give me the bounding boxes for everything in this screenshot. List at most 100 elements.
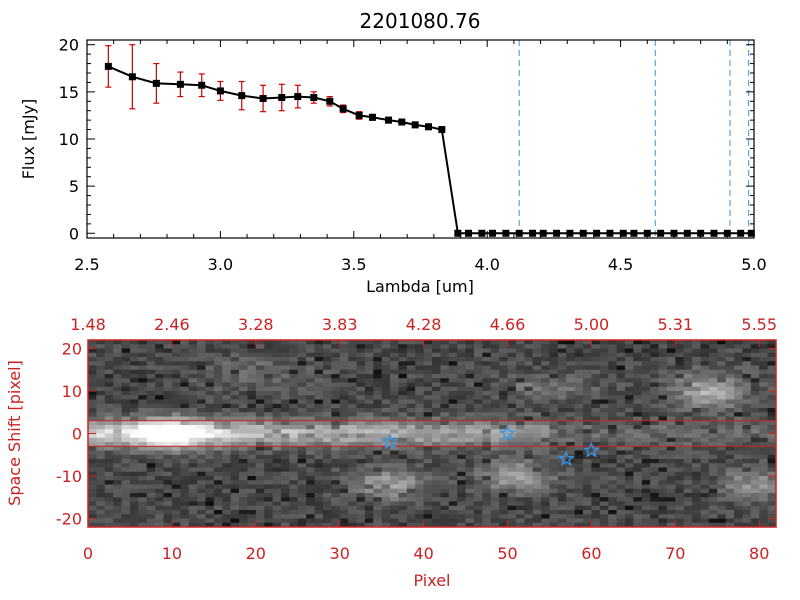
heatmap-cell: [314, 391, 324, 396]
heatmap-cell: [398, 433, 408, 439]
heatmap-cell: [306, 467, 316, 473]
heatmap-cell: [415, 429, 425, 434]
heatmap-cell: [700, 391, 710, 396]
heatmap-cell: [163, 348, 173, 354]
heatmap-cell: [121, 459, 131, 464]
heatmap-cell: [490, 505, 500, 511]
heatmap-cell: [440, 518, 450, 524]
heatmap-cell: [692, 365, 701, 371]
heatmap-cell: [197, 391, 206, 396]
heatmap-cell: [742, 340, 752, 345]
heatmap-cell: [121, 382, 131, 388]
heatmap-cell: [96, 425, 106, 430]
heatmap-cell: [767, 518, 777, 524]
heatmap-cell: [356, 348, 366, 354]
heatmap-cell: [146, 433, 156, 439]
heatmap-cell: [641, 459, 651, 464]
heatmap-cell: [683, 365, 693, 371]
heatmap-cell: [255, 488, 265, 494]
heatmap-cell: [180, 382, 190, 388]
heatmap-cell: [415, 454, 425, 460]
heatmap-cell: [448, 510, 458, 515]
heatmap-cell: [390, 450, 399, 456]
heatmap-cell: [104, 442, 114, 447]
heatmap-cell: [767, 480, 777, 485]
heatmap-cell: [163, 429, 173, 434]
heatmap-cell: [213, 467, 223, 473]
heatmap-cell: [734, 437, 743, 443]
heatmap-cell: [205, 352, 215, 358]
heatmap-cell: [759, 442, 769, 447]
heatmap-cell: [205, 378, 215, 383]
heatmap-cell: [641, 454, 651, 460]
heatmap-cell: [482, 395, 492, 400]
heatmap-cell: [381, 476, 391, 481]
heatmap-cell: [490, 420, 500, 426]
heatmap-cell: [230, 357, 240, 362]
heatmap-cell: [448, 433, 458, 439]
heatmap-cell: [297, 480, 307, 485]
heatmap-cell: [222, 340, 232, 345]
heatmap-cell: [264, 416, 274, 422]
heatmap-cell: [297, 467, 307, 473]
heatmap-cell: [750, 505, 760, 511]
heatmap-cell: [331, 369, 341, 375]
heatmap-cell: [557, 471, 567, 477]
heatmap-cell: [138, 357, 148, 362]
heatmap-cell: [213, 505, 223, 511]
heatmap-cell: [448, 344, 458, 349]
heatmap-cell: [96, 382, 106, 388]
heatmap-cell: [272, 344, 282, 349]
heatmap-cell: [381, 446, 391, 451]
heatmap-cell: [180, 476, 190, 481]
heatmap-cell: [364, 340, 374, 345]
heatmap-cell: [289, 352, 299, 358]
heatmap-cell: [222, 505, 232, 511]
heatmap-cell: [742, 459, 752, 464]
heatmap-cell: [230, 454, 240, 460]
heatmap-cell: [759, 420, 769, 426]
heatmap-cell: [188, 348, 198, 354]
heatmap-cell: [280, 416, 290, 422]
heatmap-cell: [121, 484, 131, 490]
heatmap-cell: [255, 467, 265, 473]
heatmap-cell: [574, 386, 584, 392]
heatmap-cell: [566, 480, 576, 485]
heatmap-cell: [541, 357, 550, 362]
heatmap-cell: [608, 420, 618, 426]
heatmap-cell: [692, 433, 701, 439]
heatmap-cell: [255, 505, 265, 511]
heatmap-cell: [423, 352, 433, 358]
heatmap-cell: [356, 344, 366, 349]
heatmap-cell: [465, 420, 475, 426]
heatmap-cell: [633, 471, 643, 477]
heatmap-cell: [658, 365, 668, 371]
heatmap-cell: [574, 463, 584, 468]
heatmap-cell: [314, 501, 324, 507]
heatmap-cell: [700, 382, 710, 388]
heatmap-cell: [180, 403, 190, 409]
heatmap-cell: [423, 374, 433, 379]
heatmap-cell: [432, 378, 441, 383]
heatmap-cell: [658, 408, 668, 413]
heatmap-cell: [163, 382, 173, 388]
heatmap-cell: [96, 348, 106, 354]
heatmap-cell: [624, 378, 634, 383]
heatmap-cell: [138, 391, 148, 396]
heatmap-cell: [406, 429, 416, 434]
heatmap-cell: [88, 497, 97, 502]
heatmap-cell: [322, 480, 332, 485]
heatmap-cell: [574, 454, 584, 460]
heatmap-cell: [448, 348, 458, 354]
heatmap-cell: [499, 480, 509, 485]
heatmap-cell: [767, 442, 777, 447]
heatmap-cell: [541, 480, 550, 485]
heatmap-cell: [331, 433, 341, 439]
heatmap-cell: [767, 425, 777, 430]
heatmap-cell: [280, 352, 290, 358]
heatmap-cell: [163, 522, 173, 528]
heatmap-cell: [633, 365, 643, 371]
heatmap-cell: [465, 522, 475, 528]
heatmap-cell: [155, 454, 165, 460]
heatmap-cell: [700, 522, 710, 528]
